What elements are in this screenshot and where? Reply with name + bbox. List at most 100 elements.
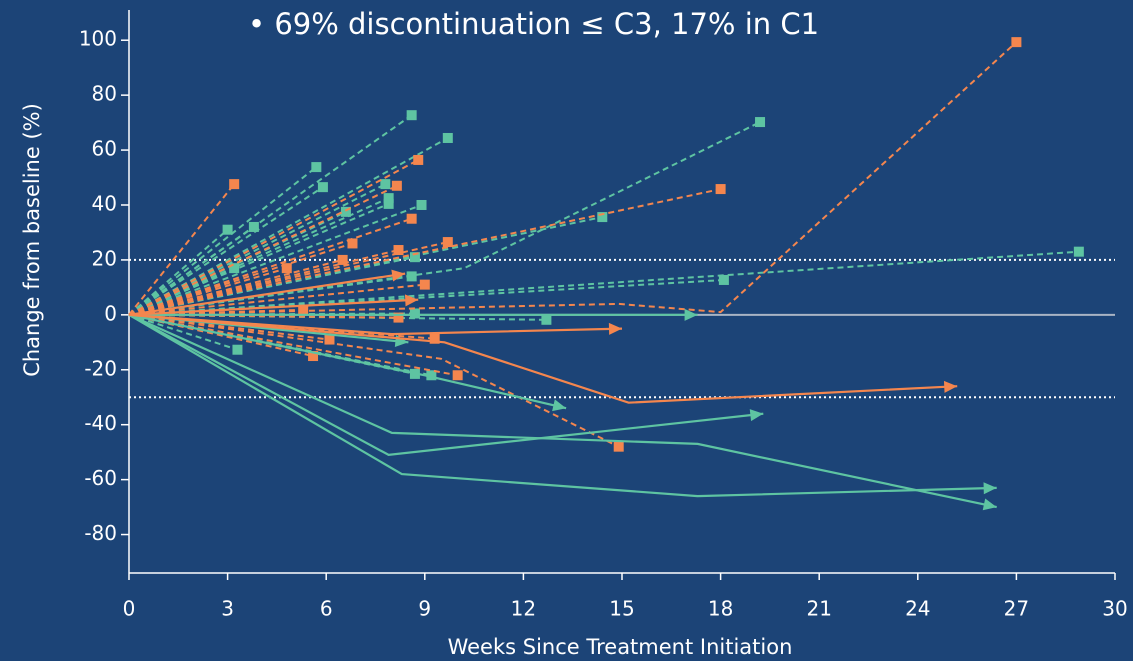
- series-line: [128, 188, 721, 316]
- end-marker: [429, 333, 440, 344]
- x-tick-label: 30: [1102, 597, 1127, 621]
- end-arrow: [943, 380, 958, 393]
- x-tick-label: 6: [320, 597, 333, 621]
- x-tick-label: 27: [1004, 597, 1029, 621]
- series-line: [128, 183, 386, 316]
- y-tick-label: 40: [92, 191, 117, 215]
- x-tick-label: 3: [221, 597, 234, 621]
- end-marker: [311, 162, 322, 173]
- end-arrow: [684, 308, 698, 321]
- end-marker: [442, 237, 453, 248]
- x-tick-label: 18: [708, 597, 733, 621]
- end-marker: [406, 110, 417, 121]
- end-marker: [391, 180, 402, 191]
- end-arrow: [391, 269, 406, 282]
- end-marker: [232, 344, 243, 355]
- y-tick-label: 20: [92, 246, 117, 270]
- series-line: [128, 258, 343, 316]
- series-line: [128, 272, 406, 316]
- end-marker: [409, 308, 420, 319]
- end-arrow: [608, 322, 622, 335]
- series-line: [128, 313, 620, 448]
- end-marker: [442, 132, 453, 143]
- end-marker: [406, 213, 417, 224]
- end-marker: [419, 279, 430, 290]
- series-line: [128, 159, 419, 316]
- series-line: [128, 313, 997, 498]
- x-axis-label: Weeks Since Treatment Initiation: [448, 635, 793, 659]
- y-tick-label: -80: [84, 521, 117, 545]
- x-tick-label: 9: [418, 597, 431, 621]
- end-marker: [755, 117, 766, 128]
- series-line: [128, 114, 413, 316]
- end-marker: [541, 314, 552, 325]
- x-tick-label: 12: [511, 597, 536, 621]
- end-arrow: [982, 498, 997, 511]
- series-line: [128, 197, 390, 316]
- series-line: [128, 275, 412, 316]
- end-arrow: [552, 399, 567, 412]
- series-line: [128, 183, 235, 316]
- x-tick-label: 24: [905, 597, 930, 621]
- end-marker: [383, 193, 394, 204]
- end-marker: [222, 224, 233, 235]
- end-marker: [416, 199, 427, 210]
- end-marker: [1073, 246, 1084, 257]
- end-marker: [340, 206, 351, 217]
- end-marker: [308, 351, 319, 362]
- x-tick-label: 15: [609, 597, 634, 621]
- end-marker: [406, 271, 417, 282]
- end-arrow: [749, 409, 764, 422]
- end-marker: [281, 263, 292, 274]
- end-marker: [413, 154, 424, 165]
- annotation: • 69% discontinuation ≤ C3, 17% in C1: [248, 7, 819, 41]
- end-marker: [715, 184, 726, 195]
- end-marker: [426, 370, 437, 381]
- series-line: [128, 298, 419, 316]
- end-arrow: [404, 294, 419, 307]
- y-tick-label: 100: [79, 27, 117, 51]
- series-line: [128, 41, 1018, 316]
- series-line: [128, 313, 623, 336]
- series-line: [128, 267, 235, 316]
- series-line: [128, 313, 958, 404]
- x-tick-label: 0: [123, 597, 136, 621]
- y-tick-label: 80: [92, 82, 117, 106]
- end-marker: [347, 238, 358, 249]
- series-line: [128, 313, 764, 457]
- x-tick-label: 21: [806, 597, 831, 621]
- end-marker: [597, 212, 608, 223]
- end-marker: [380, 179, 391, 190]
- series-line: [128, 186, 324, 316]
- y-tick-label: -20: [84, 356, 117, 380]
- series-line: [128, 226, 255, 316]
- series-line: [128, 313, 567, 410]
- end-marker: [1011, 37, 1022, 48]
- y-tick-label: -60: [84, 466, 117, 490]
- end-marker: [718, 274, 729, 285]
- end-marker: [409, 252, 420, 263]
- series-line: [128, 256, 416, 316]
- y-tick-label: 0: [104, 301, 117, 325]
- end-marker: [393, 245, 404, 256]
- end-marker: [337, 254, 348, 265]
- end-marker: [229, 263, 240, 274]
- end-marker: [298, 304, 309, 315]
- end-arrow: [983, 482, 997, 495]
- end-marker: [229, 179, 240, 190]
- end-marker: [383, 198, 394, 209]
- end-marker: [317, 182, 328, 193]
- series-line: [128, 228, 229, 316]
- y-tick-label: 60: [92, 137, 117, 161]
- end-marker: [324, 334, 335, 345]
- series-line: [128, 242, 353, 316]
- series-line: [128, 249, 399, 316]
- series-line: [128, 250, 1079, 316]
- end-marker: [248, 221, 259, 232]
- end-marker: [452, 370, 463, 381]
- y-tick-label: -40: [84, 411, 117, 435]
- end-marker: [393, 312, 404, 323]
- series-line: [128, 308, 304, 316]
